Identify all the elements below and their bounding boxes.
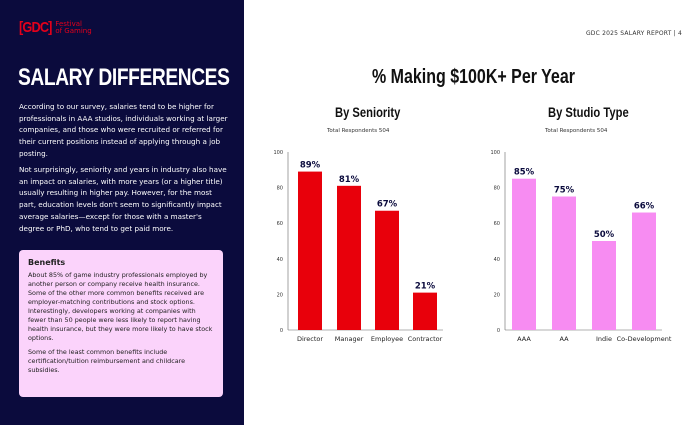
y-tick-label: 80 — [494, 186, 500, 192]
data-label: 67% — [377, 200, 398, 210]
bar-aa — [552, 196, 576, 330]
y-tick-label: 40 — [494, 257, 500, 263]
bar-director — [298, 171, 322, 330]
y-tick-label: 100 — [273, 150, 283, 156]
gdc-logo: [GDC] Festival of Gaming — [19, 19, 92, 36]
x-tick-label: AAA — [517, 335, 531, 343]
y-tick-label: 40 — [277, 257, 283, 263]
seniority-paragraph: Not surprisingly, seniority and years in… — [19, 165, 227, 233]
x-tick-label: Employee — [371, 335, 403, 343]
data-label: 89% — [300, 161, 321, 171]
y-tick-label: 100 — [490, 150, 500, 156]
y-tick-label: 20 — [494, 292, 500, 298]
left-panel: [GDC] Festival of Gaming SALARY DIFFERENC… — [0, 0, 244, 425]
y-tick-label: 0 — [280, 328, 283, 334]
data-label: 21% — [415, 282, 436, 292]
intro-paragraph: According to our survey, salaries tend t… — [19, 102, 228, 158]
bar-co-development — [632, 212, 656, 330]
chart2-subtitle: Total Respondents 504 — [545, 128, 608, 134]
y-tick-label: 80 — [277, 186, 283, 192]
data-label: 75% — [554, 186, 575, 196]
bar-manager — [337, 185, 361, 330]
benefits-title: Benefits — [28, 258, 66, 267]
logo-text: Festival of Gaming — [55, 19, 92, 35]
benefits-p2: Some of the least common benefits includ… — [28, 348, 186, 374]
data-label: 50% — [594, 230, 615, 240]
y-tick-label: 60 — [494, 221, 500, 227]
x-tick-label: Manager — [335, 335, 364, 343]
data-label: 81% — [339, 175, 360, 185]
y-tick-label: 20 — [277, 292, 283, 298]
bar-employee — [375, 210, 399, 330]
y-tick-label: 0 — [497, 328, 500, 334]
x-tick-label: Indie — [596, 335, 612, 343]
logo-text-2: of Gaming — [55, 26, 92, 35]
x-tick-label: Contractor — [408, 335, 443, 343]
chart2-title: By Studio Type — [548, 104, 629, 120]
x-tick-label: Co-Development — [617, 335, 672, 343]
bar-indie — [592, 241, 616, 330]
x-tick-label: AA — [559, 335, 569, 343]
bar-aaa — [512, 178, 536, 330]
y-tick-label: 60 — [277, 221, 283, 227]
benefits-p1: About 85% of game industry professionals… — [28, 271, 213, 342]
logo-mark: [GDC] — [19, 19, 52, 36]
data-label: 66% — [634, 202, 655, 212]
data-label: 85% — [514, 168, 535, 178]
page-title: SALARY DIFFERENCES — [18, 64, 230, 91]
logo-text-1: Festival — [55, 19, 82, 28]
chart1-subtitle: Total Respondents 504 — [327, 128, 390, 134]
benefits-box: Benefits About 85% of game industry prof… — [19, 250, 223, 397]
chart1-title: By Seniority — [335, 104, 401, 120]
main-chart-title: % Making $100K+ Per Year — [372, 66, 575, 88]
bar-contractor — [413, 292, 437, 330]
report-header: GDC 2025 SALARY REPORT | 4 — [585, 30, 682, 37]
x-tick-label: Director — [297, 335, 323, 343]
